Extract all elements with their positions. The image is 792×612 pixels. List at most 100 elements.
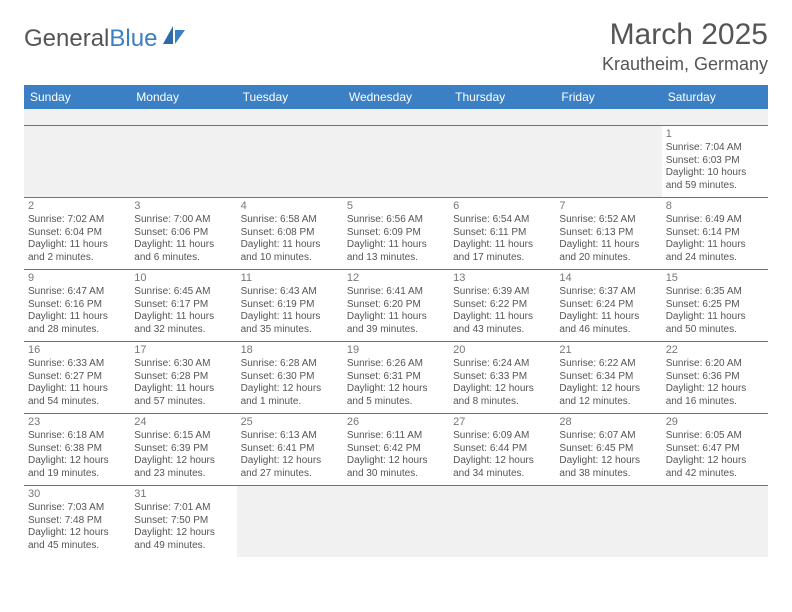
day-header: Friday bbox=[555, 85, 661, 109]
sunrise-text: Sunrise: 7:04 AM bbox=[666, 142, 764, 155]
sunset-text: Sunset: 6:30 PM bbox=[241, 371, 339, 384]
day-header: Sunday bbox=[24, 85, 130, 109]
daylight-text: Daylight: 11 hours and 50 minutes. bbox=[666, 311, 764, 336]
calendar-row: 23Sunrise: 6:18 AMSunset: 6:38 PMDayligh… bbox=[24, 413, 768, 485]
day-number: 18 bbox=[241, 344, 339, 358]
day-number: 5 bbox=[347, 200, 445, 214]
daylight-text: Daylight: 11 hours and 20 minutes. bbox=[559, 239, 657, 264]
daylight-text: Daylight: 12 hours and 1 minute. bbox=[241, 383, 339, 408]
calendar-cell: 18Sunrise: 6:28 AMSunset: 6:30 PMDayligh… bbox=[237, 341, 343, 413]
sunrise-text: Sunrise: 6:41 AM bbox=[347, 286, 445, 299]
calendar-cell: 6Sunrise: 6:54 AMSunset: 6:11 PMDaylight… bbox=[449, 197, 555, 269]
day-number: 13 bbox=[453, 272, 551, 286]
sunset-text: Sunset: 6:44 PM bbox=[453, 443, 551, 456]
sunrise-text: Sunrise: 6:13 AM bbox=[241, 430, 339, 443]
sunrise-text: Sunrise: 6:05 AM bbox=[666, 430, 764, 443]
sunset-text: Sunset: 6:27 PM bbox=[28, 371, 126, 384]
sunrise-text: Sunrise: 6:26 AM bbox=[347, 358, 445, 371]
day-number: 17 bbox=[134, 344, 232, 358]
title-block: March 2025 Krautheim, Germany bbox=[602, 18, 768, 75]
calendar-cell: 25Sunrise: 6:13 AMSunset: 6:41 PMDayligh… bbox=[237, 413, 343, 485]
daylight-text: Daylight: 11 hours and 43 minutes. bbox=[453, 311, 551, 336]
calendar-cell: 1Sunrise: 7:04 AMSunset: 6:03 PMDaylight… bbox=[662, 125, 768, 197]
day-number: 16 bbox=[28, 344, 126, 358]
sunset-text: Sunset: 6:34 PM bbox=[559, 371, 657, 384]
day-number: 25 bbox=[241, 416, 339, 430]
sunset-text: Sunset: 6:11 PM bbox=[453, 227, 551, 240]
sunrise-text: Sunrise: 7:01 AM bbox=[134, 502, 232, 515]
daylight-text: Daylight: 12 hours and 19 minutes. bbox=[28, 455, 126, 480]
day-header: Wednesday bbox=[343, 85, 449, 109]
calendar-cell-empty bbox=[555, 125, 661, 197]
calendar-body: 1Sunrise: 7:04 AMSunset: 6:03 PMDaylight… bbox=[24, 109, 768, 557]
calendar-cell: 4Sunrise: 6:58 AMSunset: 6:08 PMDaylight… bbox=[237, 197, 343, 269]
day-number: 14 bbox=[559, 272, 657, 286]
calendar-cell: 22Sunrise: 6:20 AMSunset: 6:36 PMDayligh… bbox=[662, 341, 768, 413]
daylight-text: Daylight: 11 hours and 32 minutes. bbox=[134, 311, 232, 336]
sunrise-text: Sunrise: 6:58 AM bbox=[241, 214, 339, 227]
calendar-cell: 14Sunrise: 6:37 AMSunset: 6:24 PMDayligh… bbox=[555, 269, 661, 341]
sunset-text: Sunset: 6:09 PM bbox=[347, 227, 445, 240]
sunset-text: Sunset: 6:08 PM bbox=[241, 227, 339, 240]
sunrise-text: Sunrise: 6:28 AM bbox=[241, 358, 339, 371]
day-number: 29 bbox=[666, 416, 764, 430]
sunset-text: Sunset: 6:20 PM bbox=[347, 299, 445, 312]
calendar-cell: 3Sunrise: 7:00 AMSunset: 6:06 PMDaylight… bbox=[130, 197, 236, 269]
day-number: 11 bbox=[241, 272, 339, 286]
daylight-text: Daylight: 10 hours and 59 minutes. bbox=[666, 167, 764, 192]
sunset-text: Sunset: 6:36 PM bbox=[666, 371, 764, 384]
day-header: Tuesday bbox=[237, 85, 343, 109]
calendar-cell: 15Sunrise: 6:35 AMSunset: 6:25 PMDayligh… bbox=[662, 269, 768, 341]
daylight-text: Daylight: 11 hours and 39 minutes. bbox=[347, 311, 445, 336]
sunset-text: Sunset: 6:38 PM bbox=[28, 443, 126, 456]
calendar-row: 2Sunrise: 7:02 AMSunset: 6:04 PMDaylight… bbox=[24, 197, 768, 269]
calendar-cell: 21Sunrise: 6:22 AMSunset: 6:34 PMDayligh… bbox=[555, 341, 661, 413]
daylight-text: Daylight: 11 hours and 17 minutes. bbox=[453, 239, 551, 264]
header: GeneralBlue March 2025 Krautheim, German… bbox=[24, 18, 768, 75]
daylight-text: Daylight: 11 hours and 6 minutes. bbox=[134, 239, 232, 264]
sunrise-text: Sunrise: 6:24 AM bbox=[453, 358, 551, 371]
sunset-text: Sunset: 6:03 PM bbox=[666, 155, 764, 168]
daylight-text: Daylight: 11 hours and 46 minutes. bbox=[559, 311, 657, 336]
day-header: Monday bbox=[130, 85, 236, 109]
blank-row bbox=[24, 109, 768, 125]
sunrise-text: Sunrise: 7:03 AM bbox=[28, 502, 126, 515]
calendar-cell-empty bbox=[343, 485, 449, 557]
sunset-text: Sunset: 7:50 PM bbox=[134, 515, 232, 528]
day-number: 20 bbox=[453, 344, 551, 358]
sunrise-text: Sunrise: 6:39 AM bbox=[453, 286, 551, 299]
daylight-text: Daylight: 12 hours and 45 minutes. bbox=[28, 527, 126, 552]
daylight-text: Daylight: 12 hours and 23 minutes. bbox=[134, 455, 232, 480]
daylight-text: Daylight: 11 hours and 54 minutes. bbox=[28, 383, 126, 408]
daylight-text: Daylight: 11 hours and 10 minutes. bbox=[241, 239, 339, 264]
day-number: 4 bbox=[241, 200, 339, 214]
sunset-text: Sunset: 6:14 PM bbox=[666, 227, 764, 240]
day-number: 30 bbox=[28, 488, 126, 502]
day-number: 27 bbox=[453, 416, 551, 430]
sunrise-text: Sunrise: 6:30 AM bbox=[134, 358, 232, 371]
sunrise-text: Sunrise: 6:37 AM bbox=[559, 286, 657, 299]
day-number: 12 bbox=[347, 272, 445, 286]
sunset-text: Sunset: 6:22 PM bbox=[453, 299, 551, 312]
daylight-text: Daylight: 11 hours and 2 minutes. bbox=[28, 239, 126, 264]
calendar-cell: 30Sunrise: 7:03 AMSunset: 7:48 PMDayligh… bbox=[24, 485, 130, 557]
sunset-text: Sunset: 6:17 PM bbox=[134, 299, 232, 312]
sunset-text: Sunset: 6:16 PM bbox=[28, 299, 126, 312]
daylight-text: Daylight: 12 hours and 5 minutes. bbox=[347, 383, 445, 408]
calendar-cell: 29Sunrise: 6:05 AMSunset: 6:47 PMDayligh… bbox=[662, 413, 768, 485]
calendar-cell: 31Sunrise: 7:01 AMSunset: 7:50 PMDayligh… bbox=[130, 485, 236, 557]
sunrise-text: Sunrise: 6:52 AM bbox=[559, 214, 657, 227]
day-header: Thursday bbox=[449, 85, 555, 109]
sunrise-text: Sunrise: 6:09 AM bbox=[453, 430, 551, 443]
daylight-text: Daylight: 11 hours and 24 minutes. bbox=[666, 239, 764, 264]
day-number: 21 bbox=[559, 344, 657, 358]
sunrise-text: Sunrise: 7:00 AM bbox=[134, 214, 232, 227]
daylight-text: Daylight: 12 hours and 49 minutes. bbox=[134, 527, 232, 552]
sunrise-text: Sunrise: 6:15 AM bbox=[134, 430, 232, 443]
daylight-text: Daylight: 12 hours and 34 minutes. bbox=[453, 455, 551, 480]
calendar-cell-empty bbox=[449, 485, 555, 557]
calendar-cell-empty bbox=[555, 485, 661, 557]
calendar-cell-empty bbox=[130, 125, 236, 197]
calendar-head: SundayMondayTuesdayWednesdayThursdayFrid… bbox=[24, 85, 768, 109]
sunrise-text: Sunrise: 6:33 AM bbox=[28, 358, 126, 371]
